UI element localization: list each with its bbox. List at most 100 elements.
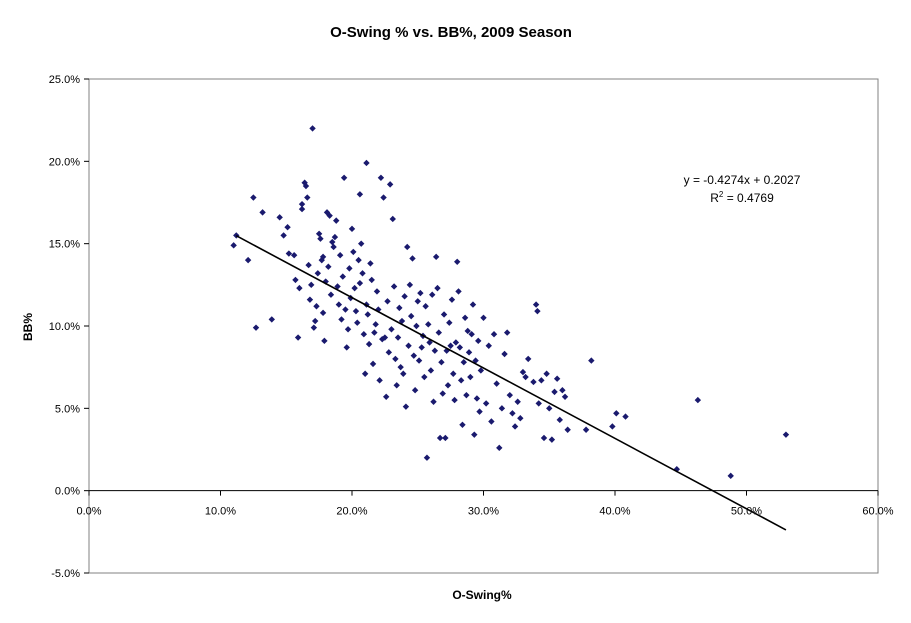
data-point (335, 301, 343, 308)
data-point (317, 235, 324, 242)
data-point (543, 370, 550, 377)
data-point (329, 238, 336, 246)
data-point (401, 293, 408, 300)
data-point (330, 243, 337, 251)
data-point (694, 396, 702, 404)
data-point (394, 334, 402, 341)
x-tick-label: 40.0% (599, 506, 630, 518)
data-point (450, 370, 457, 377)
data-point (413, 322, 420, 330)
data-point (501, 350, 508, 358)
data-point (351, 284, 358, 292)
data-point (336, 251, 344, 259)
data-point (298, 205, 306, 213)
data-point (339, 273, 346, 280)
data-point (386, 181, 394, 188)
data-point (465, 349, 473, 356)
data-point (352, 307, 360, 315)
data-point (327, 291, 335, 298)
x-axis: 0.0% 10.0% 20.0% 30.0% 40.0% 50.0% 60.0% (76, 490, 894, 518)
data-point (381, 334, 389, 341)
data-point (411, 387, 419, 394)
data-point (475, 337, 482, 345)
data-point (244, 256, 252, 264)
data-point (409, 255, 416, 262)
data-point (268, 316, 275, 323)
data-point (280, 232, 287, 239)
data-point (388, 326, 395, 333)
data-point (438, 359, 445, 366)
data-point (259, 209, 266, 216)
data-point (284, 224, 291, 231)
data-point (402, 403, 410, 410)
data-point (485, 342, 492, 349)
data-point (414, 298, 421, 305)
data-point (509, 410, 516, 417)
data-point (367, 260, 374, 267)
data-point (390, 283, 398, 290)
data-point (482, 400, 490, 407)
data-point (432, 253, 440, 261)
data-point (380, 194, 387, 201)
data-point (319, 309, 327, 317)
trendline-equation: y = -0.4274x + 0.2027 (684, 173, 801, 187)
y-tick-label: 0.0% (55, 486, 80, 498)
data-point (400, 370, 407, 377)
data-point (613, 410, 620, 417)
data-point (582, 426, 590, 433)
data-point (546, 405, 553, 412)
data-point (296, 284, 303, 292)
y-axis-title: BB% (21, 313, 35, 341)
data-point (373, 288, 381, 295)
data-point (392, 355, 399, 363)
data-point (314, 270, 322, 277)
x-axis-title: O-Swing% (452, 588, 512, 602)
data-point (434, 284, 441, 292)
data-point (333, 217, 340, 224)
data-point (425, 321, 432, 328)
data-point (459, 421, 466, 428)
data-point (326, 212, 333, 219)
data-point (435, 329, 442, 336)
x-tick-label: 50.0% (731, 506, 762, 518)
data-point (364, 311, 371, 318)
data-point (457, 377, 465, 384)
r-squared-superscript: 2 (719, 190, 724, 199)
trendline (235, 235, 787, 531)
data-point (460, 359, 467, 366)
data-point (476, 408, 483, 415)
data-point (372, 321, 379, 328)
data-point (331, 233, 339, 241)
r-squared-label: R2 = 0.4769 (710, 190, 774, 205)
data-point (250, 194, 257, 201)
data-point (359, 270, 366, 277)
data-point (511, 423, 519, 430)
data-point (440, 311, 448, 318)
data-point (564, 426, 571, 433)
data-point (431, 347, 439, 354)
data-point (488, 418, 495, 425)
data-point (551, 388, 558, 396)
data-point (315, 230, 323, 237)
data-point (407, 312, 415, 320)
data-point (727, 472, 734, 480)
data-point (464, 327, 471, 335)
data-point (290, 251, 298, 259)
data-point (517, 415, 524, 422)
data-point (350, 248, 357, 256)
data-point (306, 296, 314, 303)
data-point (609, 423, 616, 430)
data-points (230, 125, 790, 480)
data-point (325, 263, 332, 270)
data-point (436, 434, 444, 442)
data-point (340, 174, 348, 181)
data-point (553, 375, 561, 382)
data-point (406, 281, 414, 289)
data-point (376, 377, 383, 384)
data-point (455, 288, 462, 295)
data-point (540, 434, 548, 442)
data-point (422, 303, 429, 310)
x-tick-label: 0.0% (76, 506, 101, 518)
data-point (469, 301, 477, 308)
x-tick-label: 60.0% (862, 506, 893, 518)
